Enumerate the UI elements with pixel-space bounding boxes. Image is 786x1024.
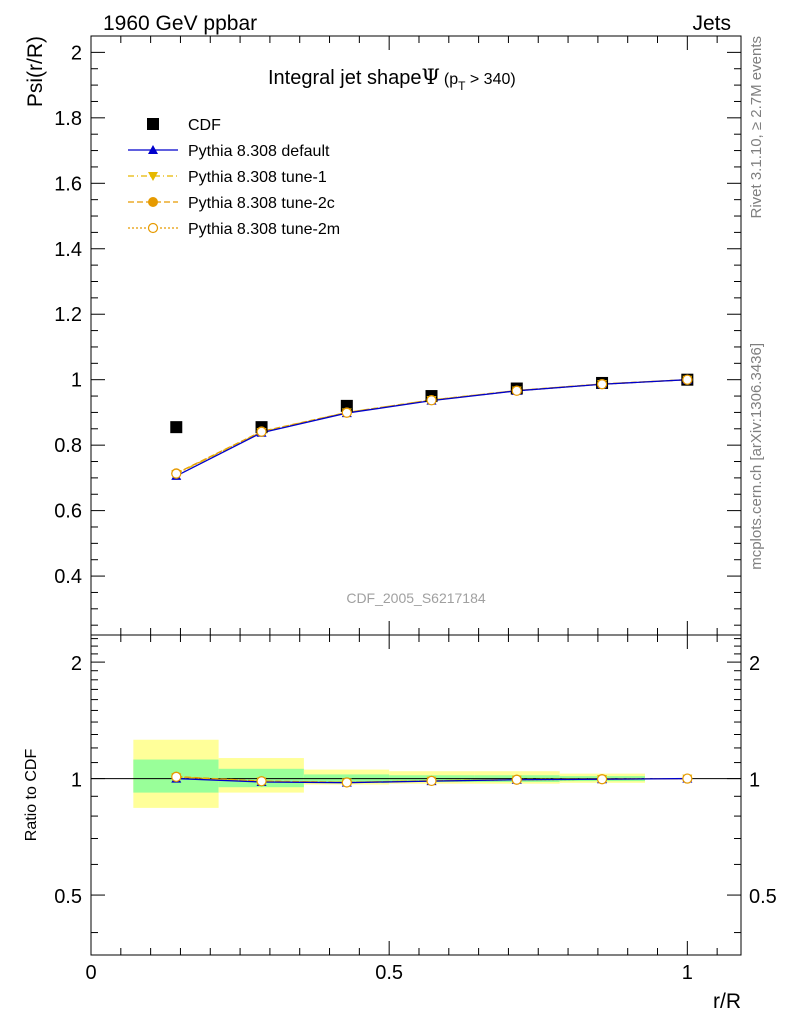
ratio-plot-frame [90, 634, 742, 956]
ratio-y-axis-label: Ratio to CDF [23, 749, 40, 842]
main-y-axis-label: Psi(r/R) [24, 36, 47, 107]
main-series-group [170, 373, 694, 480]
header-left: 1960 GeV ppbar [103, 12, 257, 35]
header-right: Jets [692, 12, 731, 35]
x-tick-label: 0.5 [375, 962, 403, 984]
legend-marker [148, 197, 158, 207]
ratio-point [511, 774, 522, 785]
legend-label: CDF [188, 117, 221, 134]
ratio-series-group [171, 771, 693, 788]
ratio-y-tick-label: 0.5 [54, 886, 82, 908]
main-y-tick-label: 0.6 [54, 501, 82, 523]
ratio-uncertainty-bands [91, 739, 741, 808]
main-y-tick-label: 0.8 [54, 435, 82, 457]
main-y-tick-label: 1.6 [54, 173, 82, 195]
mc-point [426, 395, 437, 406]
x-axis-label: r/R [713, 990, 741, 1013]
ratio-point [426, 775, 437, 787]
title-cut-sub: T [458, 79, 466, 93]
ratio-point [596, 774, 608, 785]
main-x-axis-ticks [90, 36, 718, 635]
main-y-tick-label: 0.4 [54, 566, 82, 588]
mc-point [171, 468, 182, 479]
data-point-cdf [170, 421, 183, 434]
title-main: Integral jet shape [268, 67, 421, 89]
main-y-tick-label: 1.4 [54, 239, 82, 261]
analysis-watermark: CDF_2005_S6217184 [346, 590, 486, 606]
ratio-y-tick-label-right: 0.5 [749, 886, 777, 908]
ratio-y-tick-label-right: 1 [749, 770, 760, 792]
ratio-point [256, 776, 267, 787]
x-tick-label: 0 [85, 962, 96, 984]
mcplots-label: mcplots.cern.ch [arXiv:1306.3436] [748, 343, 765, 570]
mc-point [341, 407, 352, 418]
legend-marker [147, 118, 159, 130]
legend-marker [148, 172, 158, 181]
rivet-version-label: Rivet 3.1.10, ≥ 2.7M events [748, 36, 765, 219]
legend-label: Pythia 8.308 tune-1 [188, 169, 327, 186]
legend: CDF Pythia 8.308 default Pythia 8.308 tune… [128, 117, 340, 238]
chart-title: Integral jet shapeΨ (pT > 340) [268, 65, 516, 93]
ratio-point [341, 777, 352, 788]
main-y-tick-label: 2 [71, 42, 82, 64]
ratio-x-axis: 0 0.5 1 [85, 635, 718, 984]
title-psi-symbol: Ψ [421, 65, 439, 89]
ratio-y-tick-label: 1 [71, 770, 82, 792]
ratio-point [682, 773, 693, 784]
ratio-y-tick-label: 2 [71, 653, 82, 675]
ratio-point [171, 771, 182, 783]
mc-point [596, 379, 608, 390]
main-y-tick-label: 1 [71, 370, 82, 392]
mc-point [511, 385, 522, 396]
main-y-tick-label: 1.2 [54, 304, 82, 326]
ratio-y-tick-label-right: 2 [749, 653, 760, 675]
legend-label: Pythia 8.308 tune-2c [188, 195, 335, 212]
legend-marker [148, 145, 158, 154]
legend-label: Pythia 8.308 default [188, 143, 330, 160]
ratio-y-axis: 0.5 0.5 1 1 2 2 [54, 638, 777, 934]
mc-point [256, 426, 267, 437]
legend-label: Pythia 8.308 tune-2m [188, 221, 340, 238]
main-y-axis: 0.4 0.6 0.8 1 1.2 1.4 1.6 1.8 2 [54, 42, 741, 626]
title-cut-open: (p [444, 71, 458, 88]
x-tick-label: 1 [682, 962, 693, 984]
mc-point [682, 374, 693, 385]
legend-marker [147, 222, 159, 234]
title-cut-close: > 340) [465, 71, 515, 88]
main-y-tick-label: 1.8 [54, 108, 82, 130]
